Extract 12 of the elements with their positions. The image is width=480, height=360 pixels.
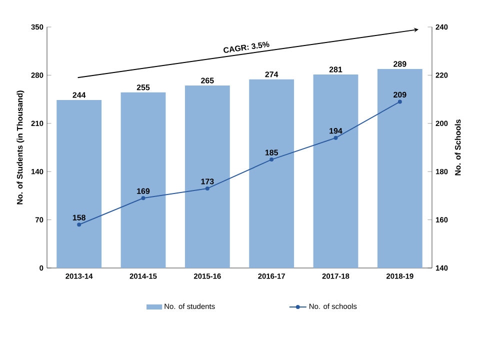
point bbox=[398, 100, 402, 104]
point bbox=[141, 196, 146, 200]
bar bbox=[313, 74, 358, 268]
point bbox=[334, 136, 338, 140]
bar bbox=[184, 86, 230, 268]
bar bbox=[249, 79, 294, 268]
point bbox=[77, 222, 82, 227]
bar bbox=[377, 69, 422, 268]
point bbox=[270, 158, 274, 162]
bar bbox=[56, 100, 102, 268]
bar bbox=[120, 92, 166, 268]
point bbox=[205, 186, 210, 190]
